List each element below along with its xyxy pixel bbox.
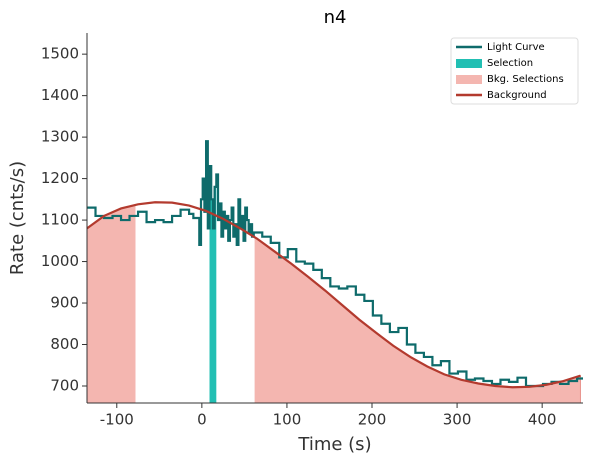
bkg-selection — [87, 204, 136, 403]
x-tick-label: -100 — [100, 411, 134, 429]
background-curve — [86, 201, 581, 389]
y-tick-label: 900 — [50, 294, 79, 312]
x-tick-label: 0 — [197, 411, 207, 429]
legend-swatch — [456, 59, 482, 68]
legend-label: Light Curve — [487, 42, 545, 53]
y-tick-label: 1200 — [41, 169, 79, 187]
legend-label: Selection — [487, 58, 533, 69]
chart-title: n4 — [324, 7, 347, 28]
x-tick-label: 200 — [358, 411, 387, 429]
y-axis-label: Rate (cnts/s) — [7, 161, 28, 275]
y-tick-label: 1300 — [41, 128, 79, 146]
y-tick-label: 800 — [50, 335, 79, 353]
legend-swatch — [456, 75, 482, 84]
y-tick-label: 700 — [50, 376, 79, 394]
bkg-selection — [254, 236, 581, 403]
y-tick-label: 1000 — [41, 252, 79, 270]
x-tick-label: 100 — [273, 411, 302, 429]
y-tick-label: 1100 — [41, 211, 79, 229]
legend-label: Background — [487, 90, 547, 101]
x-axis-label: Time (s) — [297, 434, 371, 455]
legend-label: Bkg. Selections — [487, 74, 564, 85]
light-curve — [87, 140, 583, 388]
y-tick-label: 1400 — [41, 86, 79, 104]
x-tick-label: 400 — [528, 411, 557, 429]
y-tick-label: 1500 — [41, 45, 79, 63]
legend-box — [450, 37, 579, 105]
x-tick-label: 300 — [443, 411, 472, 429]
